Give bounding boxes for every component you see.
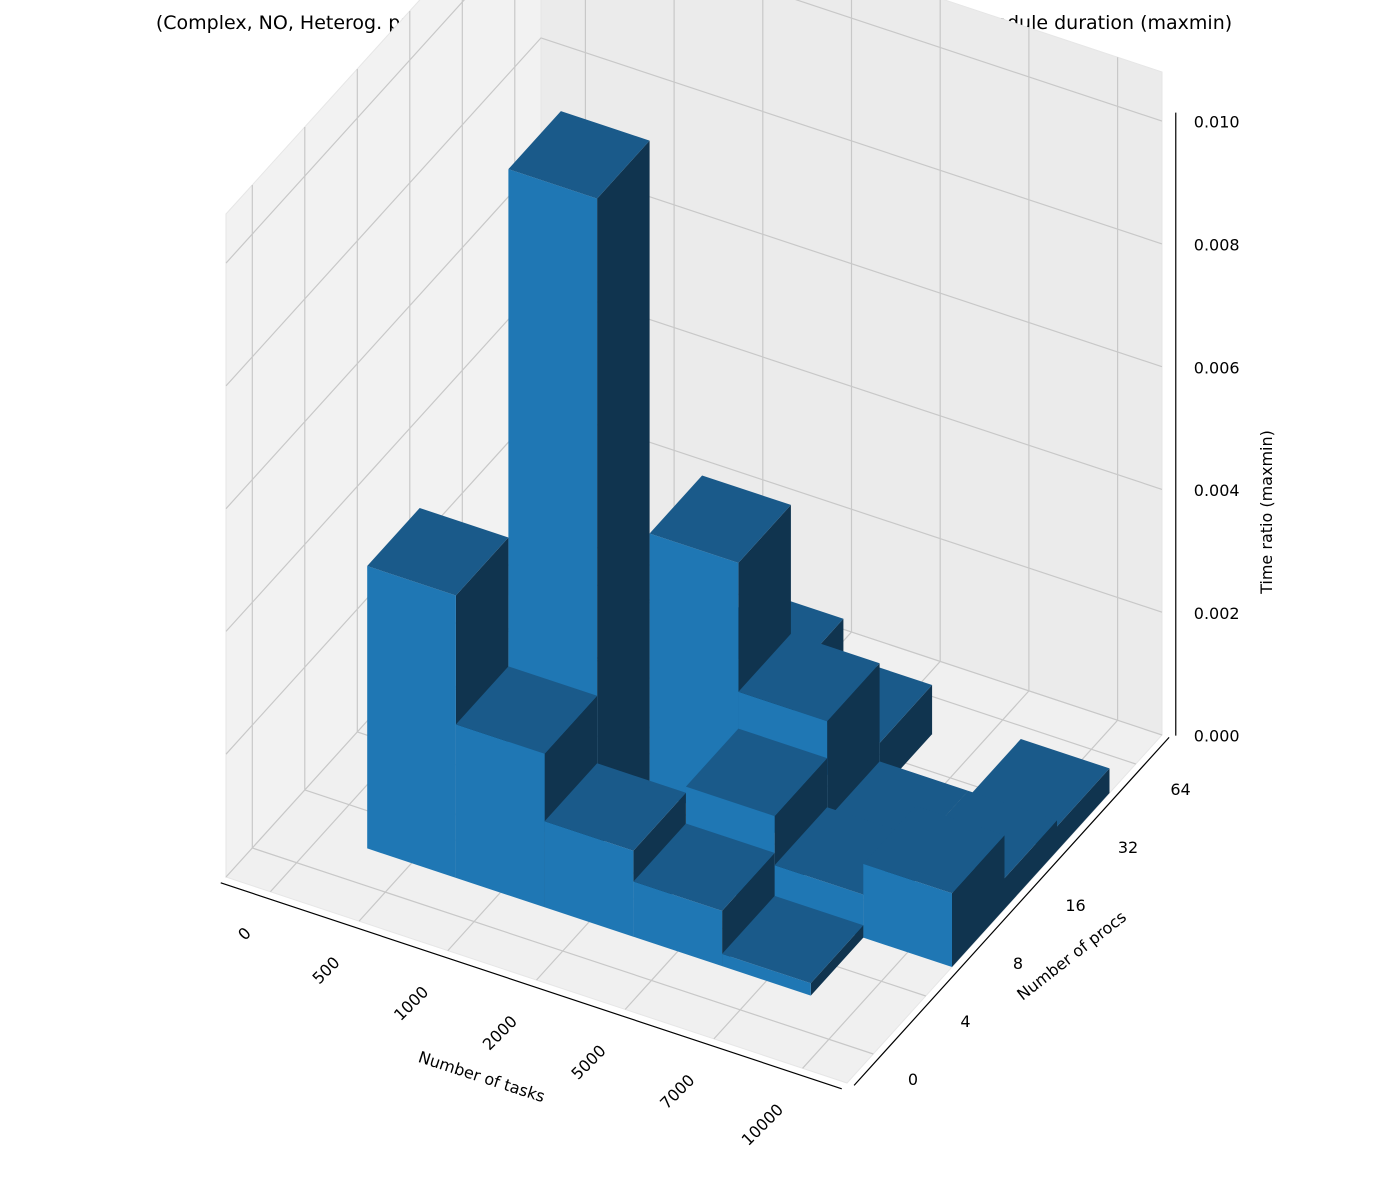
z-tick-label: 0.004 <box>1194 481 1240 500</box>
bar-top <box>544 763 686 851</box>
bar-front <box>367 566 456 878</box>
x-tick-label: 5000 <box>567 1041 609 1083</box>
bar-front <box>544 821 634 937</box>
bar-top <box>649 475 791 563</box>
bar-front <box>722 953 811 996</box>
bar-front <box>863 863 952 967</box>
bar <box>508 111 650 850</box>
bar-top <box>863 805 1005 894</box>
grid-line-z <box>225 0 1163 264</box>
y-axis-label: Number of procs <box>1013 907 1130 1004</box>
y-tick-label: 16 <box>1065 896 1085 915</box>
x-axis-label: Number of tasks <box>416 1047 547 1106</box>
z-tick-label: 0.010 <box>1194 113 1240 132</box>
y-axis-line <box>853 736 1170 1086</box>
bars <box>367 111 1110 996</box>
x-axis-line <box>220 882 842 1090</box>
y-tick-label: 64 <box>1170 780 1190 799</box>
bar <box>649 475 791 821</box>
bar-side <box>879 685 933 793</box>
z-tick-label: 0.008 <box>1194 235 1240 254</box>
bar-front <box>649 533 739 821</box>
y-tick-label: 4 <box>960 1012 970 1031</box>
z-tick-label: 0.002 <box>1194 604 1240 623</box>
z-tick-label: 0.000 <box>1194 727 1240 746</box>
z-tick-label: 0.006 <box>1194 358 1240 377</box>
bar <box>633 823 775 967</box>
bar <box>863 805 1005 967</box>
x-tick-label: 1000 <box>390 982 432 1024</box>
bar-side <box>1057 768 1110 851</box>
bar-side <box>810 925 864 996</box>
bar-top <box>508 111 650 199</box>
x-tick-label: 2000 <box>479 1012 521 1054</box>
bar-top <box>367 508 509 596</box>
x-tick-label: 7000 <box>656 1071 698 1113</box>
bar-top <box>722 895 864 984</box>
bar-top <box>633 823 775 911</box>
x-tick-label: 500 <box>308 953 343 988</box>
bar-side <box>722 852 775 967</box>
z-axis-label: Time ratio (maxmin) <box>1257 430 1276 595</box>
bar <box>544 763 686 937</box>
x-tick-label: 10000 <box>738 1100 787 1149</box>
y-tick-label: 32 <box>1118 838 1138 857</box>
x-tick-label: 0 <box>234 923 255 944</box>
bar-front <box>455 724 545 908</box>
y-tick-label: 0 <box>908 1070 918 1089</box>
bar-side <box>1004 820 1057 909</box>
bar-top <box>455 666 598 754</box>
bar-side <box>952 835 1005 967</box>
grid-line-z <box>225 37 1163 387</box>
bar-top <box>738 633 880 722</box>
bar-side <box>597 140 650 850</box>
axis-lines <box>220 112 1177 1090</box>
bar <box>722 895 864 996</box>
bar-top <box>685 728 828 817</box>
y-tick-label: 8 <box>1013 954 1023 973</box>
bar-front <box>633 881 723 967</box>
